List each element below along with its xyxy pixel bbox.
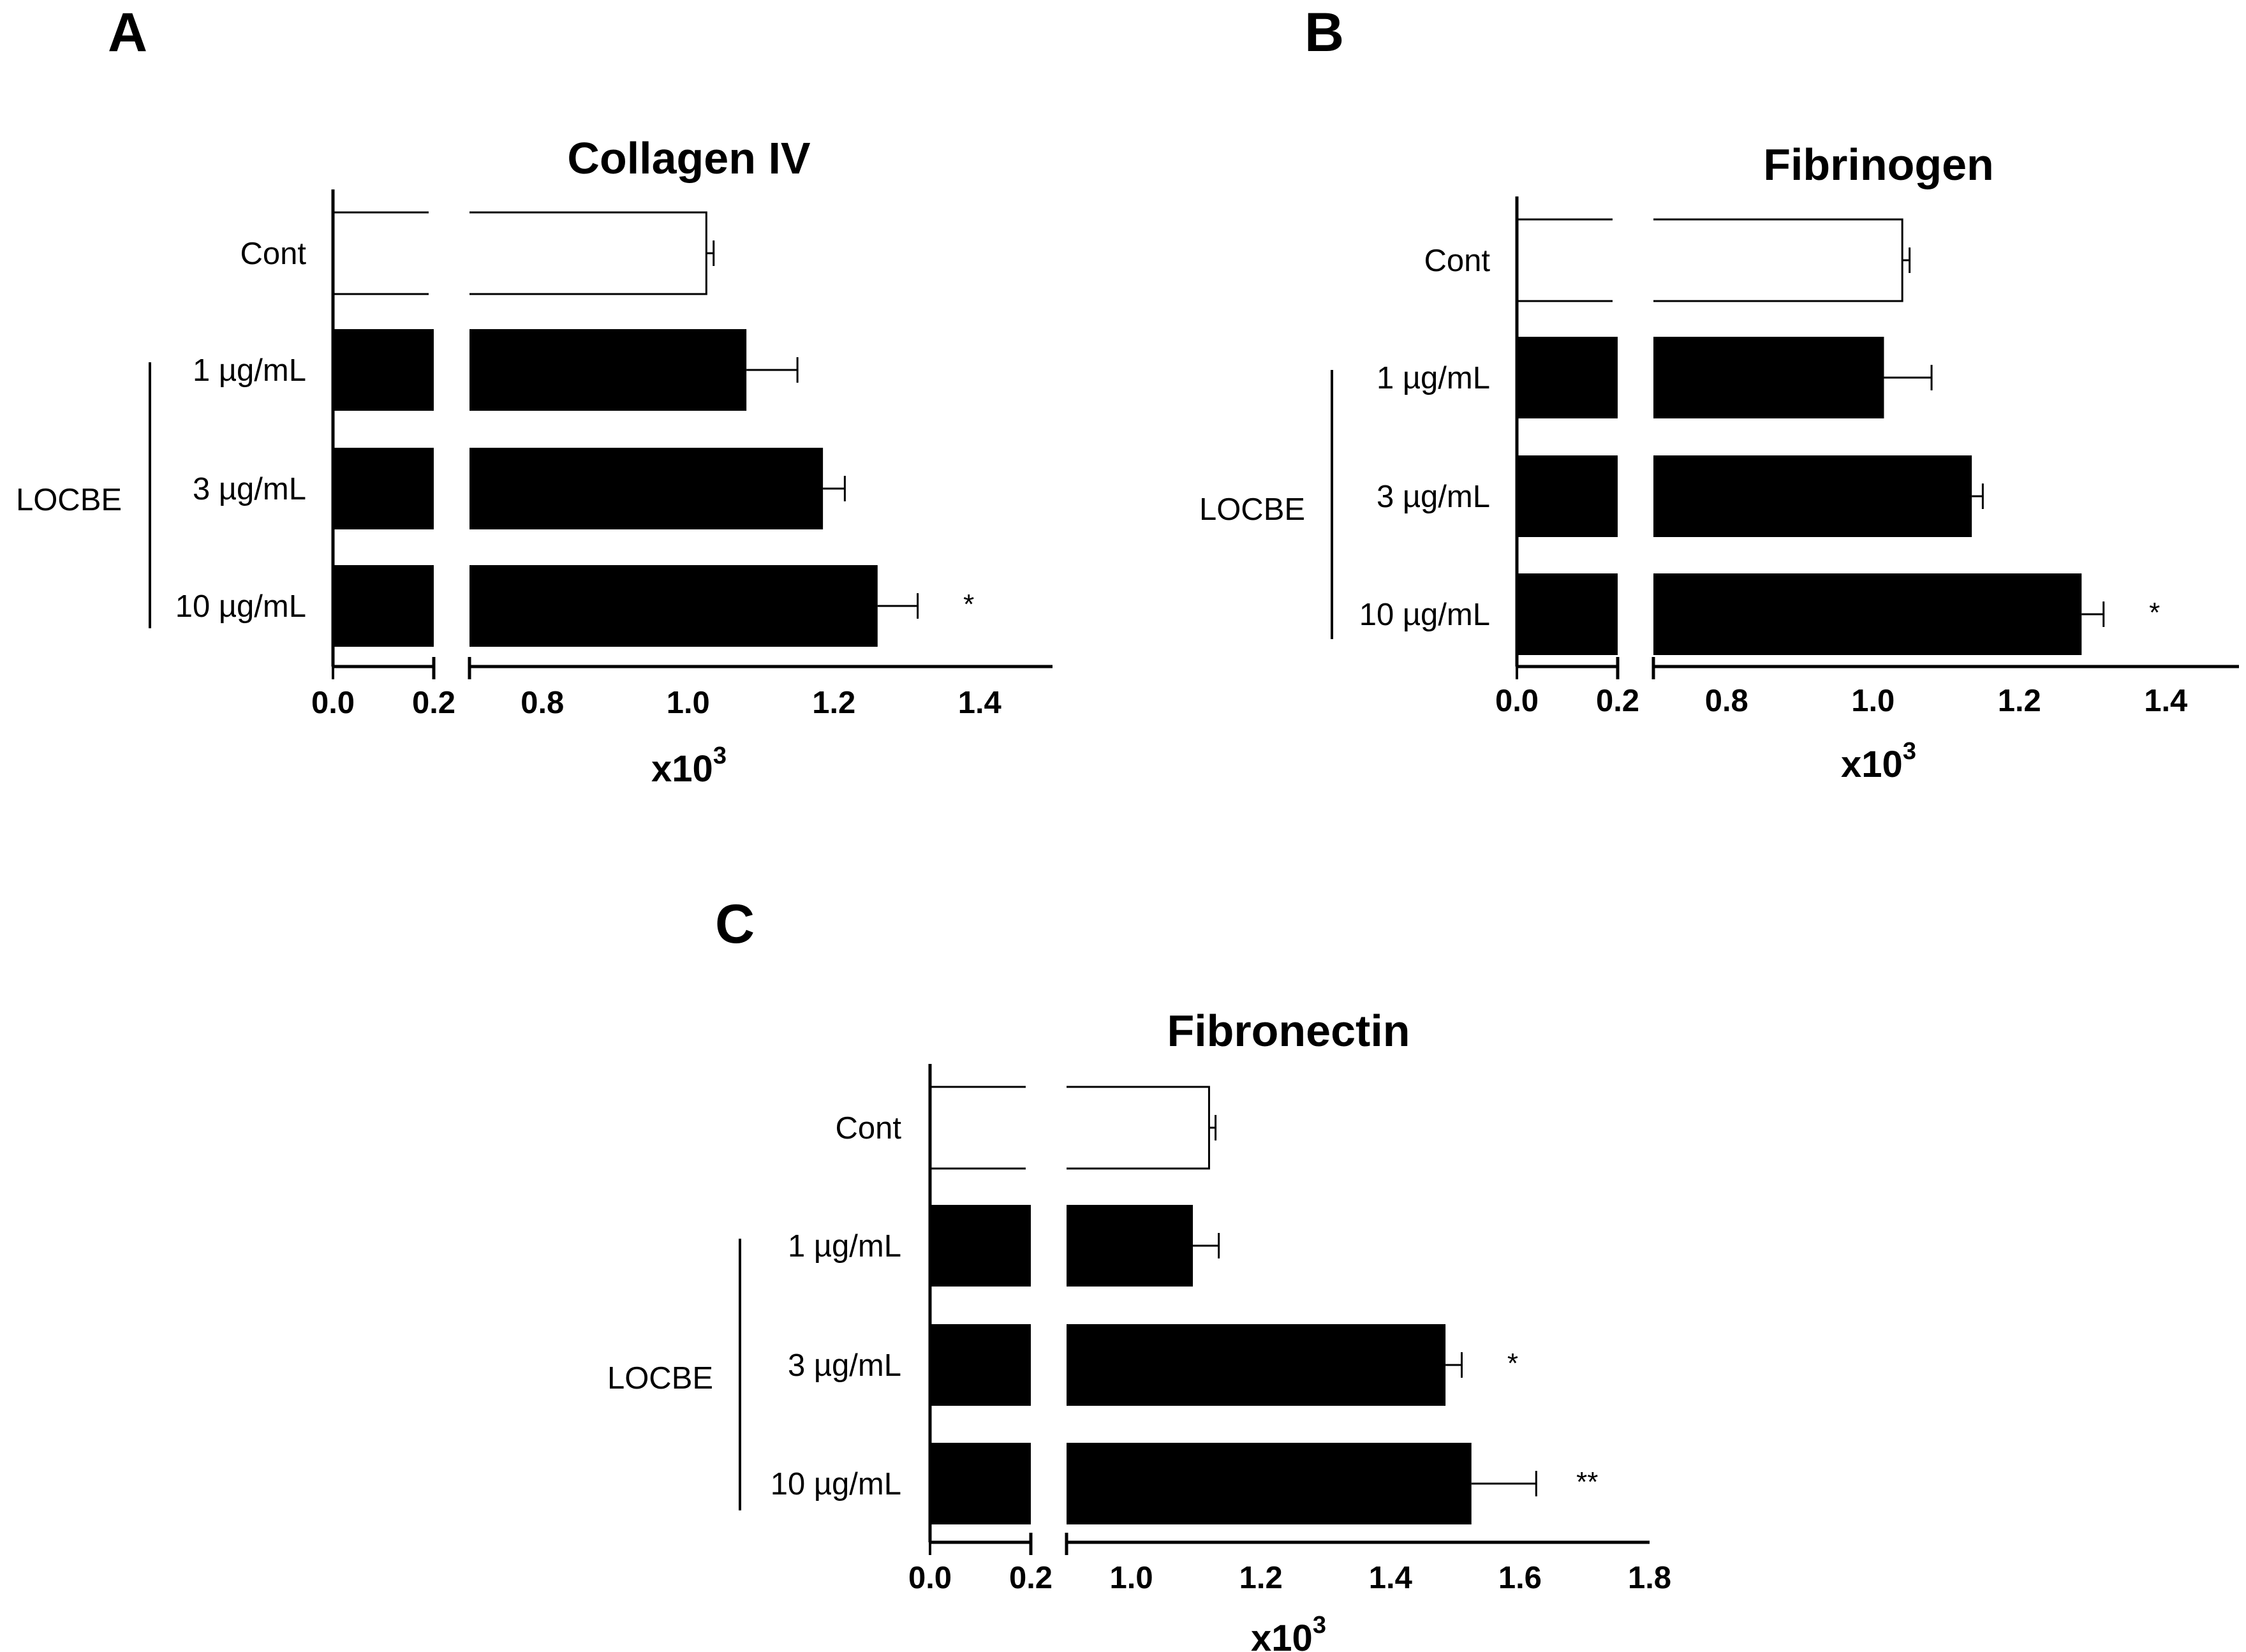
bar-low-segment: [333, 448, 434, 529]
x-tick-label: 0.0: [1495, 684, 1539, 718]
bar-low-segment: [1517, 573, 1618, 655]
x-tick-label: 1.0: [667, 686, 710, 720]
category-label: 3 µg/mL: [788, 1348, 901, 1383]
category-label: 10 µg/mL: [1359, 598, 1490, 632]
panel-a: A Collagen IV Cont 1 µg/mL 3 µg/mL * 10 µg/mL L…: [16, 2, 1053, 790]
bar: [469, 329, 747, 411]
x-tick-label: 1.4: [958, 686, 1001, 720]
bar: [469, 211, 707, 295]
bar-low-segment: [1517, 337, 1618, 418]
x-axis-label: x103: [1841, 738, 1916, 785]
x-tick-label: 0.2: [1596, 684, 1639, 718]
significance-marker: **: [1576, 1466, 1598, 1498]
x-axis-label: x103: [651, 742, 727, 790]
bar-low-segment: [1517, 455, 1618, 537]
chart-title: Fibronectin: [1167, 1006, 1410, 1056]
significance-marker: *: [2149, 597, 2160, 628]
bar: [469, 565, 878, 647]
category-label: Cont: [240, 237, 306, 271]
x-tick-label: 1.2: [812, 686, 855, 720]
x-tick-label: 0.0: [908, 1561, 952, 1595]
panel-c: C Fibronectin Cont 1 µg/mL * 3 µg/mL ** 10 µg/m…: [607, 894, 1671, 1652]
significance-marker: *: [1507, 1348, 1518, 1379]
x-tick-label: 1.4: [1369, 1561, 1412, 1595]
bar-low-segment: [930, 1443, 1031, 1524]
category-label: Cont: [1424, 244, 1490, 278]
significance-marker: *: [963, 589, 974, 620]
category-label: 1 µg/mL: [1377, 361, 1490, 395]
x-axis-label-base: x10: [1251, 1618, 1313, 1652]
bar-low-segment: [930, 1324, 1031, 1406]
bar: [1067, 1086, 1210, 1170]
x-tick-label: 0.2: [412, 686, 455, 720]
bar: [1653, 337, 1884, 418]
bar: [469, 448, 824, 529]
panel-b: B Fibrinogen Cont 1 µg/mL 3 µg/mL * 10 µg/mL LO…: [1199, 2, 2239, 785]
x-tick-label: 1.2: [1998, 684, 2041, 718]
chart-title: Collagen IV: [567, 133, 810, 183]
chart-title: Fibrinogen: [1763, 140, 1994, 189]
category-label: Cont: [835, 1111, 901, 1146]
panel-letter: B: [1304, 2, 1344, 63]
x-tick-label: 1.4: [2144, 684, 2187, 718]
x-axis-label-exponent: 3: [1313, 1612, 1326, 1639]
bar: [1067, 1205, 1193, 1287]
category-label: 1 µg/mL: [193, 353, 306, 388]
x-tick-label: 1.0: [1109, 1561, 1153, 1595]
bar: [1653, 573, 2082, 655]
category-label: 10 µg/mL: [175, 589, 306, 624]
bar: [1653, 455, 1972, 537]
category-label: 10 µg/mL: [771, 1467, 901, 1501]
panel-letter: A: [108, 2, 147, 63]
x-axis-label-exponent: 3: [713, 742, 727, 769]
bar-low-segment: [333, 565, 434, 647]
bar: [1067, 1324, 1446, 1406]
x-tick-label: 0.8: [521, 686, 564, 720]
bar: [1653, 218, 1903, 302]
x-axis-label-base: x10: [651, 748, 713, 790]
x-tick-label: 1.8: [1628, 1561, 1671, 1595]
x-tick-label: 1.6: [1498, 1561, 1542, 1595]
panel-letter: C: [715, 894, 755, 955]
category-label: 1 µg/mL: [788, 1229, 901, 1264]
x-tick-label: 1.2: [1239, 1561, 1283, 1595]
group-label: LOCBE: [16, 483, 122, 517]
group-label: LOCBE: [607, 1361, 713, 1396]
x-axis-label: x103: [1251, 1612, 1326, 1652]
bar-low-segment: [333, 329, 434, 411]
x-tick-label: 0.8: [1705, 684, 1748, 718]
category-label: 3 µg/mL: [193, 472, 306, 506]
group-label: LOCBE: [1199, 492, 1305, 527]
bar-low-segment: [930, 1205, 1031, 1287]
x-tick-label: 1.0: [1851, 684, 1895, 718]
x-tick-label: 0.2: [1009, 1561, 1053, 1595]
x-axis-label-exponent: 3: [1903, 738, 1916, 765]
bar: [1067, 1443, 1472, 1524]
x-axis-label-base: x10: [1841, 744, 1903, 785]
category-label: 3 µg/mL: [1377, 480, 1490, 514]
x-tick-label: 0.0: [311, 686, 355, 720]
